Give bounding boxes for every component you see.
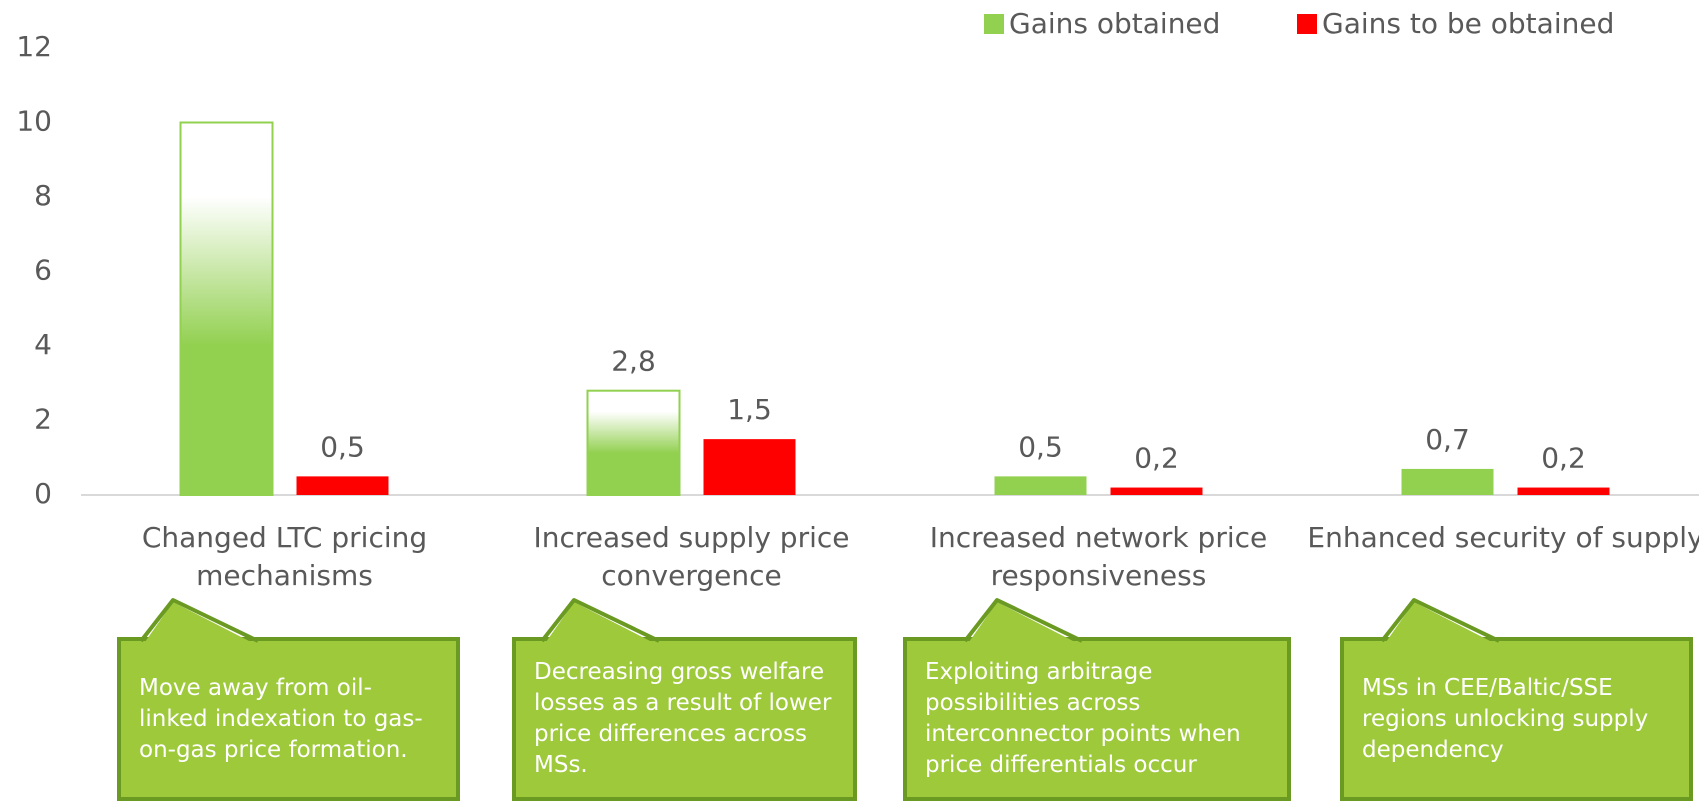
bar [1401, 468, 1494, 495]
data-label: 0,2 [1134, 442, 1179, 475]
callout-joint [546, 602, 652, 642]
callout-pointer [540, 598, 660, 643]
data-label: 1,5 [727, 393, 772, 426]
callout: Exploiting arbitrage possibilities acros… [903, 637, 1291, 801]
y-tick-label: 2 [34, 403, 52, 436]
y-tick-label: 12 [16, 30, 52, 63]
legend-swatch [984, 14, 1004, 34]
y-tick-label: 10 [16, 105, 52, 138]
bar [179, 121, 274, 496]
x-tick-label: Increased supply price convergence [533, 521, 850, 592]
legend-swatch [1297, 14, 1317, 34]
data-label: 0,5 [320, 430, 365, 463]
legend-label: Gains to be obtained [1322, 7, 1614, 40]
data-label: 0,2 [1541, 442, 1586, 475]
y-tick-label: 8 [34, 179, 52, 212]
y-tick-label: 6 [34, 254, 52, 287]
data-label: 2,8 [611, 345, 656, 378]
data-label: 0,5 [1018, 430, 1063, 463]
bar [586, 389, 681, 497]
data-label: 0,7 [1425, 423, 1470, 456]
callout-joint [1386, 602, 1492, 642]
y-tick-label: 4 [34, 328, 52, 361]
y-tick-label: 0 [34, 477, 52, 510]
bar [703, 439, 796, 495]
callout-pointer [1380, 598, 1500, 643]
x-tick-label: Changed LTC pricing mechanisms [141, 521, 428, 592]
callout: MSs in CEE/Baltic/SSE regions unlocking … [1340, 637, 1693, 801]
x-tick-label: Enhanced security of supply [1307, 521, 1699, 554]
callout-joint [969, 602, 1075, 642]
callout-pointer [139, 598, 259, 643]
bar [296, 476, 389, 495]
bar [1110, 487, 1203, 495]
bar [994, 476, 1087, 495]
callout-joint [145, 602, 251, 642]
callout: Decreasing gross welfare losses as a res… [512, 637, 857, 801]
callout-pointer [963, 598, 1083, 643]
callout: Move away from oil-linked indexation to … [117, 637, 460, 801]
x-tick-label: Increased network price responsiveness [929, 521, 1268, 592]
legend-label: Gains obtained [1009, 7, 1220, 40]
bar [1517, 487, 1610, 495]
